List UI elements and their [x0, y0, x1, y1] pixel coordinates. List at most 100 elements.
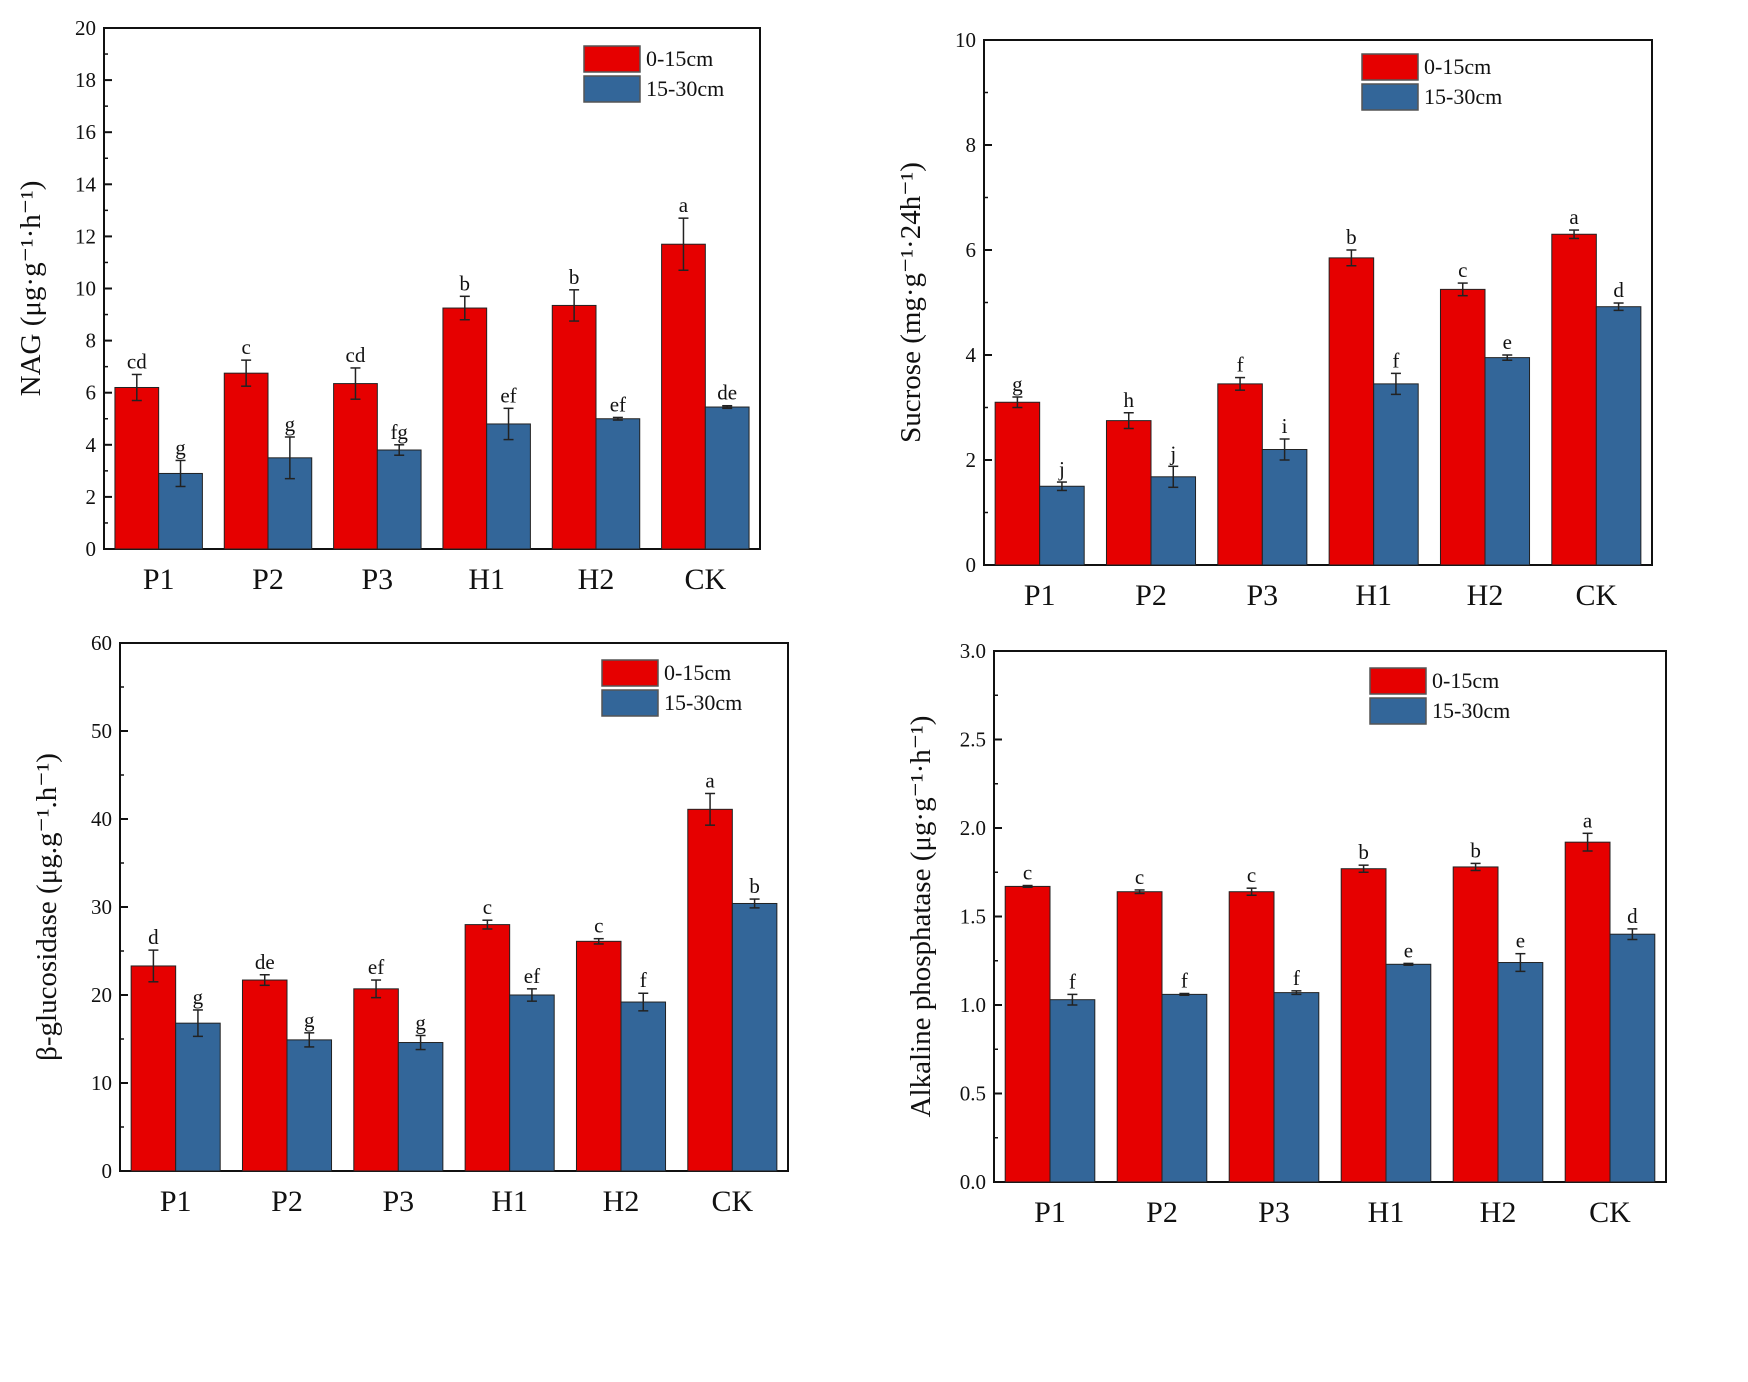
- x-tick-label: H1: [468, 563, 505, 596]
- y-tick-label: 10: [75, 277, 96, 301]
- y-tick-label: 0: [102, 1159, 113, 1183]
- x-tick-label: H2: [1480, 1196, 1517, 1229]
- bar-0-15cm-P2: [1116, 891, 1163, 1183]
- legend-label: 15-30cm: [1424, 84, 1502, 109]
- x-tick-label: P1: [1024, 579, 1056, 612]
- chart-panel-sucrose: 0 2 4 6 8 10 Sucrose (mg·g⁻¹·24h⁻¹) P1 g j P2 h j P3 f…: [874, 0, 1748, 688]
- bar-15-30cm-P3: [397, 1042, 444, 1172]
- significance-letter: cd: [346, 343, 366, 367]
- significance-letter: d: [1613, 278, 1624, 302]
- legend-swatch-0: [1369, 667, 1427, 695]
- y-tick-label: 8: [86, 329, 97, 353]
- x-tick-label: P2: [252, 563, 284, 596]
- legend-swatch-0: [583, 45, 641, 73]
- significance-letter: g: [285, 412, 296, 436]
- bar-0-15cm-CK: [1551, 233, 1597, 566]
- significance-letter: g: [415, 1010, 426, 1034]
- bar-15-30cm-P1: [175, 1022, 221, 1172]
- y-tick-label: 2.5: [960, 728, 986, 752]
- significance-letter: f: [1237, 353, 1244, 377]
- y-tick-label: 4: [86, 433, 97, 457]
- x-tick-label: CK: [1575, 579, 1617, 612]
- bar-15-30cm-P2: [1161, 993, 1208, 1183]
- bar-15-30cm-P3: [376, 449, 422, 550]
- significance-letter: b: [569, 265, 580, 289]
- bar-15-30cm-H1: [1385, 963, 1432, 1183]
- significance-letter: d: [148, 925, 159, 949]
- significance-letter: g: [304, 1008, 315, 1032]
- x-tick-label: P1: [160, 1185, 192, 1218]
- y-tick-label: 2: [86, 485, 97, 509]
- significance-letter: f: [1293, 966, 1300, 990]
- bar-15-30cm-P1: [1039, 485, 1085, 566]
- bar-0-15cm-P1: [994, 401, 1041, 566]
- x-tick-label: P2: [1146, 1196, 1178, 1229]
- bar-15-30cm-H2: [620, 1001, 667, 1172]
- significance-letter: de: [255, 950, 275, 974]
- bar-15-30cm-H1: [486, 423, 531, 550]
- significance-letter: c: [1023, 861, 1032, 885]
- bar-0-15cm-H1: [1328, 257, 1375, 566]
- significance-letter: b: [1470, 838, 1481, 862]
- y-tick-label: 60: [91, 631, 112, 655]
- chart-svg: 0.0 0.5 1.0 1.5 2.0 2.5 3.0 Alkaline phosphatas…: [905, 639, 1667, 1229]
- y-tick-label: 14: [75, 172, 97, 196]
- significance-letter: de: [717, 381, 737, 405]
- x-tick-label: P3: [1246, 579, 1278, 612]
- chart-panel-nag: 0 2 4 6 8 10 12 14 16 18 20 NAG (μg·g⁻¹·h⁻¹) P1 cd g P2…: [0, 0, 874, 688]
- x-tick-label: P1: [143, 563, 175, 596]
- legend-swatch-1: [583, 75, 641, 103]
- significance-letter: ef: [368, 955, 384, 979]
- y-tick-label: 0: [86, 537, 97, 561]
- y-tick-label: 0.5: [960, 1082, 986, 1106]
- significance-letter: d: [1627, 904, 1638, 928]
- significance-letter: cd: [127, 349, 147, 373]
- bar-15-30cm-CK: [1609, 933, 1656, 1183]
- y-tick-label: 10: [955, 28, 976, 52]
- significance-letter: b: [749, 874, 760, 898]
- y-tick-label: 3.0: [960, 639, 986, 663]
- significance-letter: a: [1583, 808, 1593, 832]
- bar-0-15cm-P3: [353, 988, 399, 1172]
- x-tick-label: P3: [361, 563, 393, 596]
- bar-15-30cm-CK: [1595, 306, 1642, 566]
- bar-0-15cm-CK: [1564, 841, 1611, 1183]
- x-tick-label: H1: [1355, 579, 1392, 612]
- y-axis-label: β-glucosidase (μg.g⁻¹.h⁻¹): [31, 753, 63, 1061]
- x-tick-label: CK: [711, 1185, 753, 1218]
- significance-letter: b: [460, 271, 471, 295]
- significance-letter: f: [1392, 348, 1399, 372]
- legend-label: 15-30cm: [1432, 698, 1510, 723]
- y-tick-label: 0.0: [960, 1170, 986, 1194]
- significance-letter: g: [175, 435, 186, 459]
- significance-letter: a: [1569, 205, 1579, 229]
- bar-0-15cm-H2: [1452, 866, 1499, 1183]
- significance-letter: c: [1247, 863, 1256, 887]
- legend-swatch-0: [601, 659, 659, 687]
- significance-letter: c: [1135, 865, 1144, 889]
- y-axis-label: Alkaline phosphatase (μg·g⁻¹·h⁻¹): [905, 716, 937, 1118]
- bar-15-30cm-CK: [704, 406, 750, 550]
- bar-15-30cm-H1: [1373, 383, 1419, 566]
- y-tick-label: 16: [75, 120, 96, 144]
- bar-0-15cm-H2: [1439, 288, 1486, 566]
- significance-letter: c: [483, 895, 492, 919]
- bar-0-15cm-CK: [687, 808, 733, 1172]
- x-tick-label: P3: [382, 1185, 414, 1218]
- bar-0-15cm-CK: [661, 243, 706, 550]
- y-tick-label: 1.0: [960, 993, 986, 1017]
- legend-swatch-0: [1361, 53, 1419, 81]
- bar-0-15cm-H2: [551, 304, 597, 550]
- legend-label: 0-15cm: [1432, 668, 1499, 693]
- y-tick-label: 18: [75, 68, 96, 92]
- x-tick-label: P2: [271, 1185, 303, 1218]
- legend-swatch-1: [1361, 83, 1419, 111]
- bar-15-30cm-H2: [1497, 962, 1544, 1183]
- x-tick-label: H2: [1467, 579, 1504, 612]
- bar-15-30cm-P2: [286, 1039, 333, 1172]
- significance-letter: h: [1123, 388, 1134, 412]
- chart-svg: 0 10 20 30 40 50 60 β-glucosidase (μg.g⁻¹.h⁻¹) P…: [31, 631, 789, 1218]
- significance-letter: c: [1458, 258, 1467, 282]
- x-tick-label: P3: [1258, 1196, 1290, 1229]
- bar-0-15cm-H1: [1340, 868, 1387, 1183]
